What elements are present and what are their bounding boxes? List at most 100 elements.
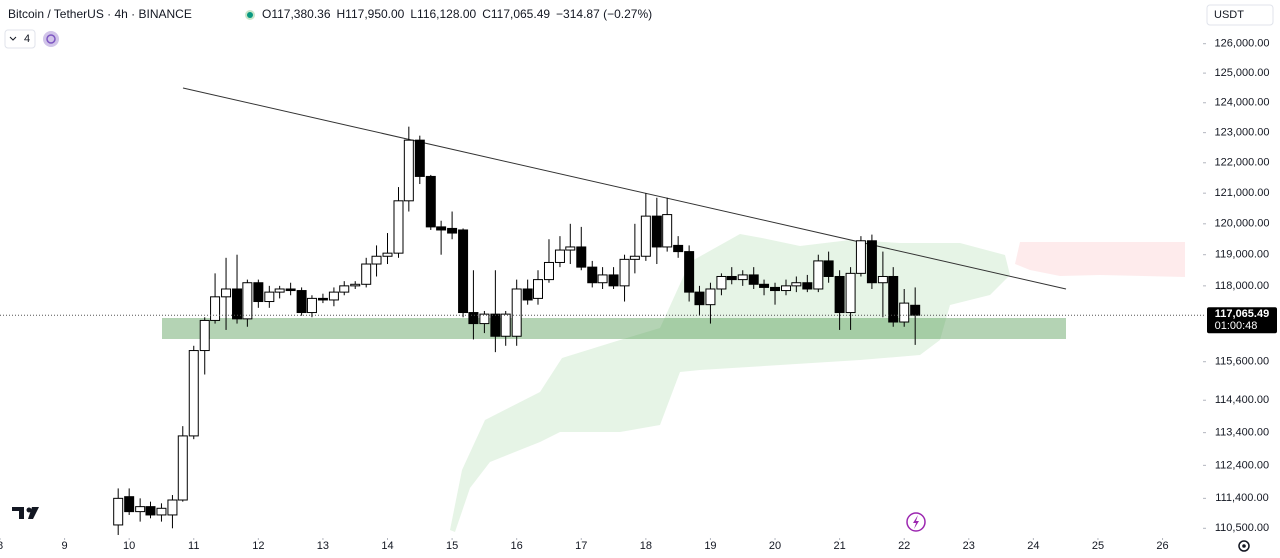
x-tick-label: 14 xyxy=(381,540,393,552)
candle-body xyxy=(135,506,146,513)
x-tick-label: 15 xyxy=(446,540,458,552)
lightning-button[interactable] xyxy=(906,512,926,532)
candle-body xyxy=(899,302,910,323)
x-tick-label: 21 xyxy=(833,540,845,552)
chart-title: Bitcoin / TetherUS · 4h · BINANCE xyxy=(8,7,192,21)
currency-select[interactable] xyxy=(1206,4,1274,26)
candle-body xyxy=(651,215,662,248)
currency: USDT xyxy=(1214,9,1244,21)
candle-body xyxy=(705,288,716,306)
candle-body xyxy=(242,282,253,320)
y-tick-label: 114,400.00 xyxy=(1215,394,1269,406)
candle-body xyxy=(500,313,511,337)
x-tick-label: 20 xyxy=(769,540,781,552)
candle-body xyxy=(597,274,608,284)
candles xyxy=(113,126,921,535)
candle-body xyxy=(823,260,834,277)
candle-body xyxy=(748,274,759,285)
candle-body xyxy=(350,283,361,287)
x-tick-label: 12 xyxy=(252,540,264,552)
candle-body xyxy=(888,275,899,323)
candle-body xyxy=(188,350,199,437)
candle-body xyxy=(737,274,748,281)
candle-body xyxy=(361,263,372,285)
candle-body xyxy=(447,227,458,234)
settings-button[interactable] xyxy=(1238,540,1250,552)
candle-body xyxy=(436,226,447,231)
settings-dot xyxy=(1242,544,1246,548)
candle-body xyxy=(167,499,178,516)
candle-body xyxy=(834,275,845,314)
y-tick-label: 123,000.00 xyxy=(1214,127,1269,139)
x-tick-label: 25 xyxy=(1092,540,1104,552)
ohlc-label: H117,950.00 xyxy=(337,7,405,21)
candle-body xyxy=(640,215,651,257)
candle-body xyxy=(274,288,285,293)
candle-body xyxy=(145,506,156,516)
candle-body xyxy=(608,274,619,287)
candle-body xyxy=(694,291,705,306)
candle-body xyxy=(414,139,425,177)
y-tick-label: 124,000.00 xyxy=(1214,97,1269,109)
candle-body xyxy=(532,279,543,299)
trend-line xyxy=(182,87,1067,290)
y-tick-label: 112,400.00 xyxy=(1215,459,1269,471)
candle-body xyxy=(371,255,382,265)
candle-body xyxy=(317,297,328,301)
x-tick-label: 8 xyxy=(0,540,3,552)
candle-body xyxy=(210,296,221,321)
y-tick-label: 122,000.00 xyxy=(1214,157,1269,169)
y-tick-label: 126,000.00 xyxy=(1214,38,1269,50)
candle-body xyxy=(543,261,554,281)
candle-body xyxy=(619,258,630,287)
candle-body xyxy=(770,286,781,292)
candle-body xyxy=(587,266,598,284)
refresh-icon xyxy=(46,34,56,44)
candle-body xyxy=(511,288,522,337)
candle-body xyxy=(490,313,501,337)
candle-body xyxy=(845,272,856,314)
change-label: −314.87 (−0.27%) xyxy=(556,7,652,21)
countdown: 01:00:48 xyxy=(1215,320,1258,332)
x-tick-label: 9 xyxy=(62,540,68,552)
x-tick-label: 24 xyxy=(1027,540,1039,552)
candle-body xyxy=(339,285,350,293)
x-tick-label: 23 xyxy=(963,540,975,552)
candle-body xyxy=(662,214,673,248)
x-tick-label: 18 xyxy=(640,540,652,552)
candle-body xyxy=(306,297,317,314)
x-tick-label: 26 xyxy=(1156,540,1168,552)
x-tick-label: 16 xyxy=(511,540,523,552)
ohlc-label: L116,128.00 xyxy=(410,7,476,21)
candle-body xyxy=(726,275,737,281)
cloud-green xyxy=(450,234,1010,532)
price-label-box xyxy=(1207,307,1277,334)
candle-body xyxy=(296,290,307,314)
candle-body xyxy=(124,496,135,513)
y-tick-label: 111,400.00 xyxy=(1215,492,1268,504)
refresh-button[interactable] xyxy=(43,31,59,47)
candle-body xyxy=(673,244,684,253)
y-tick-label: 110,500.00 xyxy=(1215,522,1269,534)
y-tick-label: 115,600.00 xyxy=(1215,356,1269,368)
candle-body xyxy=(576,246,587,268)
candle-body xyxy=(813,260,824,290)
candle-body xyxy=(716,275,727,290)
indicator-count: 4 xyxy=(24,33,30,45)
x-tick-label: 11 xyxy=(188,540,199,552)
candle-body xyxy=(199,319,210,352)
candle-body xyxy=(629,255,640,260)
indicator-toggle[interactable] xyxy=(4,29,36,49)
y-tick-label: 119,000.00 xyxy=(1215,249,1269,261)
x-tick-label: 13 xyxy=(317,540,329,552)
y-tick-label: 120,000.00 xyxy=(1214,218,1269,230)
chevron xyxy=(9,36,17,41)
candle-body xyxy=(565,246,576,251)
candle-body xyxy=(253,282,264,303)
candle-body xyxy=(285,288,296,292)
candle-body xyxy=(403,139,414,202)
candle-body xyxy=(910,304,921,316)
candle-body xyxy=(855,240,866,274)
candle-body xyxy=(232,288,243,320)
